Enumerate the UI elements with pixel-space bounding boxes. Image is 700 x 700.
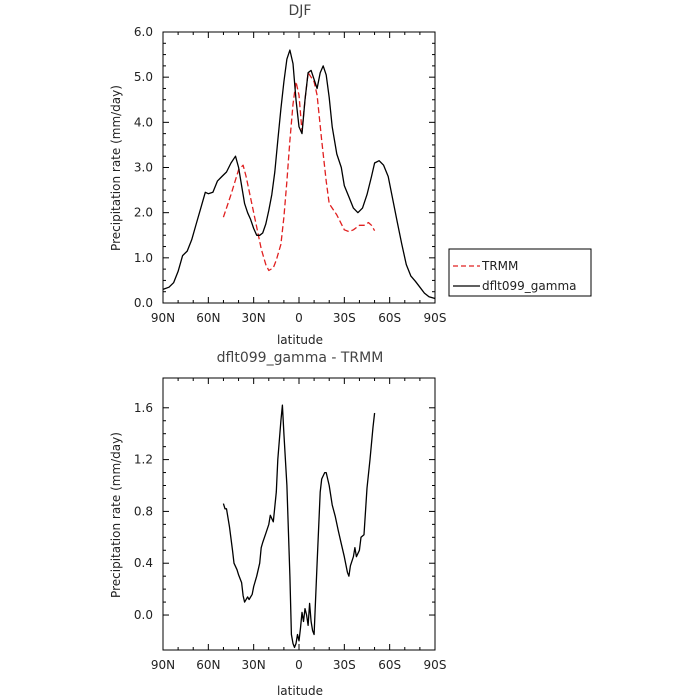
y-axis-label: Precipitation rate (mm/day) — [109, 432, 123, 598]
y-tick-label: 3.0 — [134, 161, 153, 175]
y-tick-label: 0.8 — [134, 504, 153, 518]
y-tick-label: 6.0 — [134, 25, 153, 39]
x-tick-label: 90S — [424, 658, 447, 672]
plot-area: 90N 60N 30N 0 30S 60S 90S 0.0 0.4 0.8 1.2 1.6 — [134, 377, 447, 672]
x-tick-label: 60N — [196, 658, 220, 672]
x-tick-label: 30S — [333, 658, 356, 672]
chart-title: dflt099_gamma - TRMM — [217, 350, 384, 366]
chart-panel-djf: DJF latitude Precipitation rate (mm/day)… — [109, 3, 446, 347]
legend-label-dflt099: dflt099_gamma — [482, 279, 577, 293]
y-tick-label: 1.6 — [134, 401, 153, 415]
x-tick-label: 90N — [151, 311, 175, 325]
x-tick-label: 0 — [295, 658, 303, 672]
legend: TRMM dflt099_gamma — [448, 248, 592, 297]
y-tick-label: 1.2 — [134, 453, 153, 467]
x-tick-label: 30S — [333, 311, 356, 325]
x-tick-label: 90S — [424, 311, 447, 325]
y-tick-label: 0.0 — [134, 608, 153, 622]
x-axis-label: latitude — [277, 333, 323, 347]
x-tick-label: 60N — [196, 311, 220, 325]
x-tick-label: 60S — [378, 658, 401, 672]
x-tick-label: 60S — [378, 311, 401, 325]
x-tick-label: 30N — [242, 658, 266, 672]
y-tick-label: 1.0 — [134, 251, 153, 265]
x-tick-label: 0 — [295, 311, 303, 325]
y-tick-label: 0.4 — [134, 556, 153, 570]
series-line-dflt099_gamma — [162, 49, 436, 300]
y-tick-label: 0.0 — [134, 296, 153, 310]
plot-frame — [162, 377, 436, 651]
plot-area: 90N 60N 30N 0 30S 60S 90S 0.0 1.0 2.0 3.0 4.0 5.0 6.0 — [134, 25, 447, 325]
legend-label-trmm: TRMM — [481, 259, 518, 273]
y-tick-label: 4.0 — [134, 115, 153, 129]
x-tick-label: 30N — [242, 311, 266, 325]
series-line-difference — [222, 404, 376, 649]
plot-frame — [162, 31, 436, 304]
series-line-TRMM — [222, 72, 376, 272]
chart-title: DJF — [289, 3, 312, 19]
y-axis-label: Precipitation rate (mm/day) — [109, 85, 123, 251]
x-tick-label: 90N — [151, 658, 175, 672]
y-tick-label: 2.0 — [134, 206, 153, 220]
chart-panel-difference: dflt099_gamma - TRMM latitude Precipitat… — [109, 350, 446, 698]
y-tick-label: 5.0 — [134, 70, 153, 84]
legend-box — [448, 248, 592, 297]
x-axis-label: latitude — [277, 684, 323, 698]
